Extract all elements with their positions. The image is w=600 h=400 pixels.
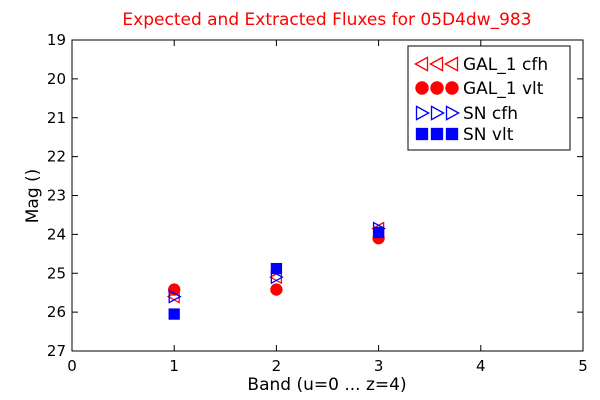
x-tick-label: 4	[476, 357, 486, 375]
y-tick-label: 26	[47, 303, 66, 321]
legend-marker-circle	[445, 81, 459, 95]
data-point-circle	[270, 283, 283, 296]
chart-title: Expected and Extracted Fluxes for 05D4dw…	[122, 10, 531, 30]
legend-marker-circle	[430, 81, 444, 95]
x-tick-label: 3	[374, 357, 384, 375]
legend-marker-square	[430, 127, 444, 141]
y-axis-label: Mag ()	[23, 169, 43, 224]
y-tick-label: 25	[47, 264, 66, 282]
legend-marker-triangle-left	[429, 56, 444, 72]
data-point-square	[168, 308, 180, 320]
x-axis-label: Band (u=0 ... z=4)	[247, 375, 406, 395]
x-tick-label: 1	[169, 357, 179, 375]
data-points-group	[166, 221, 386, 320]
y-tick-label: 27	[47, 342, 66, 360]
data-point-square	[372, 226, 385, 239]
y-tick-label: 19	[47, 31, 66, 49]
y-tick-label: 24	[47, 225, 66, 243]
legend-marker-square	[445, 127, 459, 141]
legend-marker-square	[415, 127, 429, 141]
legend-marker-triangle-left	[444, 56, 459, 72]
y-tick-label: 21	[47, 109, 66, 127]
y-tick-label: 23	[47, 187, 66, 205]
x-tick-label: 0	[67, 357, 77, 375]
x-tick-label: 2	[272, 357, 282, 375]
legend-marker-triangle-right	[445, 105, 460, 121]
x-tick-label: 5	[578, 357, 588, 375]
legend-label: GAL_1 vlt	[463, 79, 544, 99]
legend-marker-triangle-left	[414, 56, 429, 72]
data-point-square	[270, 262, 283, 275]
y-tick-label: 22	[47, 148, 66, 166]
data-point-triangle-right	[168, 289, 182, 304]
legend-label: GAL_1 cfh	[463, 55, 548, 75]
y-tick-label: 20	[47, 70, 66, 88]
legend-label: SN cfh	[463, 104, 518, 124]
legend-label: SN vlt	[463, 125, 514, 145]
legend-marker-circle	[415, 81, 429, 95]
legend-marker-triangle-right	[430, 105, 445, 121]
legend-marker-triangle-right	[415, 105, 430, 121]
